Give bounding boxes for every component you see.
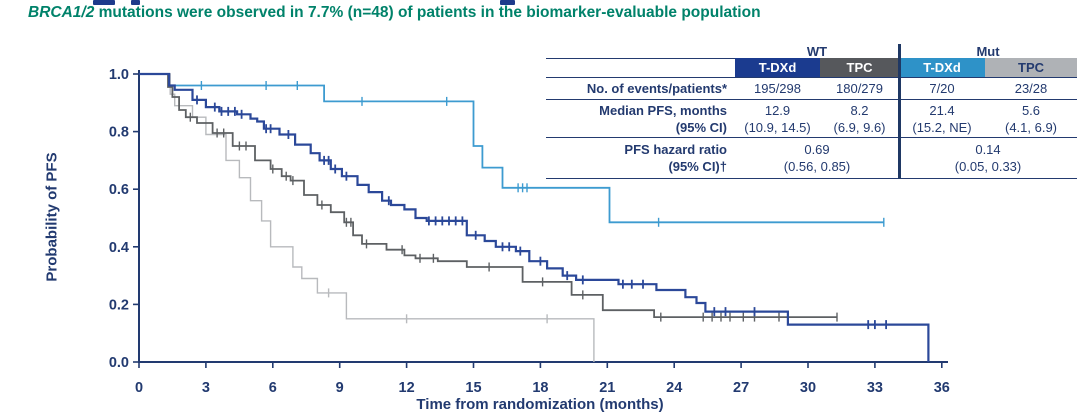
x-tick-label: 30 [800, 380, 816, 396]
x-tick-label: 36 [934, 380, 950, 396]
median-mut-tdxd: 21.4 (15.2, NE) [912, 102, 972, 135]
stats-table: WT Mut T-DXd TPC T-DXd TPC No. of events… [546, 44, 1077, 179]
hazard-wt: 0.69 (0.56, 0.85) [783, 142, 851, 174]
x-tick-label: 21 [599, 380, 615, 396]
series-tdxd-mut [139, 73, 885, 227]
col-header-tdxd-wt: T-DXd [735, 58, 820, 77]
y-tick-label: 1.0 [109, 67, 129, 83]
hazard-mut: 0.14 (0.05, 0.33) [954, 142, 1022, 174]
events-mut-tpc: 23/28 [1014, 81, 1048, 96]
median-wt-tdxd: 12.9 (10.9, 14.5) [744, 102, 811, 135]
col-group-mut: Mut [976, 43, 1000, 59]
series-tpc-mut [139, 73, 595, 362]
table-arm-header-row: T-DXd TPC T-DXd TPC [546, 58, 1077, 78]
table-row-hazard-ratio: PFS hazard ratio (95% CI)† 0.69 (0.56, 0… [546, 138, 1077, 179]
x-tick-label: 33 [867, 380, 883, 396]
y-tick-label: 0.0 [109, 355, 129, 371]
x-tick-label: 27 [733, 380, 749, 396]
km-curve-tdxd-mut [139, 73, 884, 224]
series-tdxd-wt [139, 72, 930, 362]
x-tick-label: 18 [532, 380, 548, 396]
col-header-tpc-mut: TPC [985, 58, 1077, 77]
table-group-divider [898, 44, 901, 179]
events-wt-tdxd: 195/298 [754, 81, 801, 96]
table-row-median-pfs: Median PFS, months (95% CI) 12.9 (10.9, … [546, 100, 1077, 138]
row-label-hazard: PFS hazard ratio (95% CI)† [624, 142, 727, 174]
km-curve-tpc-mut [139, 73, 595, 362]
table-corner-cell [546, 44, 735, 59]
table-group-header-row: WT Mut [546, 43, 1077, 59]
table-row-events: No. of events/patients* 195/298 180/279 … [546, 78, 1077, 100]
subtitle-gene-name: BRCA1/2 [28, 4, 95, 21]
x-tick-label: 9 [336, 380, 344, 396]
km-curve-tpc-wt [139, 73, 837, 318]
row-label-median: Median PFS, months (95% CI) [599, 102, 727, 135]
events-mut-tdxd: 7/20 [929, 81, 955, 96]
y-tick-label: 0.8 [109, 125, 129, 141]
x-tick-label: 15 [465, 380, 481, 396]
x-tick-label: 12 [399, 380, 415, 396]
median-mut-tpc: 5.6 (4.1, 6.9) [1004, 102, 1058, 135]
col-group-wt: WT [806, 43, 828, 59]
y-tick-label: 0.2 [109, 297, 129, 313]
subtitle: BRCA1/2 mutations were observed in 7.7% … [28, 4, 761, 22]
x-tick-label: 6 [269, 380, 277, 396]
axes: 0 3 6 9 12 15 18 21 24 27 30 33 360.00.20.40.60.81.0 [109, 67, 950, 396]
cropped-title-fragment [93, 0, 115, 5]
x-axis-label: Time from randomization (months) [416, 396, 664, 413]
x-tick-label: 24 [666, 380, 682, 396]
y-tick-label: 0.6 [109, 182, 129, 198]
median-wt-tpc: 8.2 (6.9, 9.6) [833, 102, 886, 135]
x-tick-label: 3 [202, 380, 210, 396]
y-tick-label: 0.4 [109, 240, 129, 256]
x-tick-label: 0 [135, 380, 143, 396]
cropped-title-fragment [131, 0, 140, 5]
series-tpc-wt [139, 73, 838, 322]
col-header-tdxd-mut: T-DXd [899, 58, 985, 77]
cropped-title-fragment [500, 0, 515, 5]
subtitle-text: mutations were observed in 7.7% (n=48) o… [94, 4, 761, 21]
row-label-events: No. of events/patients* [586, 81, 727, 96]
y-axis-label: Probability of PFS [43, 152, 61, 282]
events-wt-tpc: 180/279 [836, 81, 883, 96]
col-header-tpc-wt: TPC [820, 58, 899, 77]
